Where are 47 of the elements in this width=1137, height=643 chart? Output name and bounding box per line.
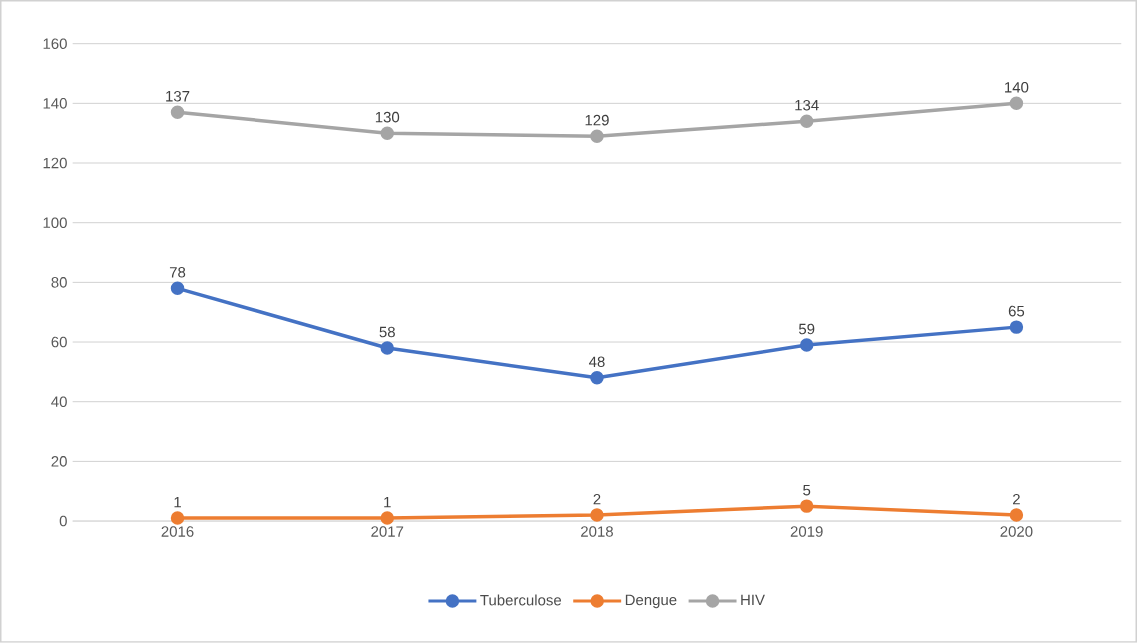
point bbox=[380, 511, 394, 525]
data-label: 137 bbox=[166, 91, 190, 102]
y-tick-label: 40 bbox=[51, 396, 67, 408]
point bbox=[170, 105, 185, 120]
legend-label: HIV bbox=[741, 594, 765, 606]
legend-label: Dengue bbox=[625, 594, 677, 609]
data-label: 134 bbox=[795, 100, 819, 111]
data-label: 78 bbox=[169, 267, 186, 278]
data-label: 58 bbox=[379, 326, 395, 338]
point bbox=[1009, 96, 1024, 111]
x-tick-label: 2019 bbox=[790, 526, 823, 538]
point bbox=[1009, 320, 1024, 335]
x-tick-label: 2020 bbox=[1000, 526, 1033, 538]
data-label: 48 bbox=[588, 356, 605, 368]
data-label: 1 bbox=[384, 497, 391, 508]
x-tick-label: 2018 bbox=[581, 526, 613, 538]
point bbox=[590, 371, 604, 385]
y-tick-label: 140 bbox=[43, 98, 67, 109]
point bbox=[170, 511, 185, 525]
data-label: 140 bbox=[1005, 82, 1029, 93]
data-label: 2 bbox=[1013, 494, 1020, 505]
y-tick-label: 20 bbox=[51, 456, 67, 467]
y-tick-label: 60 bbox=[51, 336, 67, 348]
x-tick-label: 2016 bbox=[161, 526, 194, 538]
point bbox=[799, 499, 814, 514]
point bbox=[380, 126, 394, 141]
y-tick-label: 0 bbox=[59, 515, 67, 527]
data-label: 129 bbox=[585, 115, 609, 126]
x-tick-label: 2017 bbox=[371, 526, 404, 538]
point bbox=[380, 341, 394, 355]
y-tick-label: 160 bbox=[43, 38, 67, 50]
data-label: 59 bbox=[798, 323, 815, 335]
y-tick-label: 120 bbox=[43, 157, 67, 169]
legend-label: Tuberculose bbox=[480, 594, 562, 606]
point bbox=[1009, 508, 1024, 522]
y-tick-label: 80 bbox=[51, 277, 67, 288]
y-tick-label: 100 bbox=[43, 217, 67, 229]
data-label: 130 bbox=[375, 112, 400, 123]
point bbox=[799, 338, 814, 352]
data-label: 2 bbox=[593, 494, 601, 505]
data-label: 1 bbox=[174, 497, 181, 508]
point bbox=[799, 114, 814, 129]
point bbox=[170, 281, 185, 296]
point bbox=[590, 508, 604, 522]
data-label: 65 bbox=[1008, 305, 1025, 317]
point bbox=[590, 129, 604, 144]
data-label: 5 bbox=[803, 485, 811, 496]
